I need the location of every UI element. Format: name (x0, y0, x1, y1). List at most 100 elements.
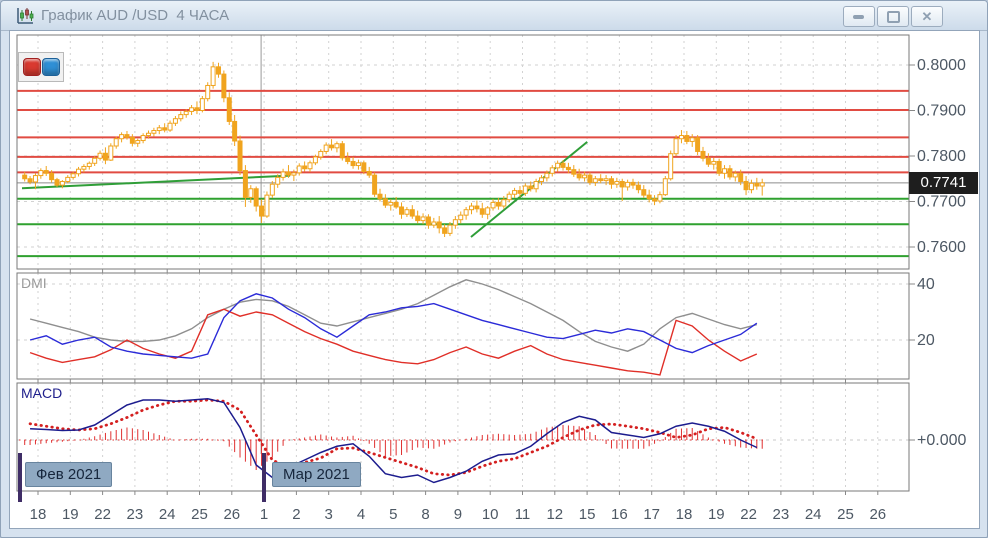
candle-body (393, 201, 399, 208)
macd-signal-line (28, 398, 759, 477)
candle-body (172, 118, 178, 124)
candle-body (329, 144, 335, 149)
candle-body (269, 183, 275, 196)
price-axis-label: 0.7900 (917, 103, 966, 120)
candle-body (156, 127, 162, 132)
candle-body (399, 206, 405, 215)
candle-body (485, 207, 491, 215)
candle-body (167, 122, 173, 131)
date-axis-label: 22 (94, 506, 111, 523)
candle-body (705, 157, 711, 165)
macd-axis-label: +0.000 (917, 432, 966, 449)
candle-body (355, 162, 361, 167)
candle-body (81, 165, 87, 170)
candle-body (420, 216, 426, 222)
dmi-axis-label: 20 (917, 332, 935, 349)
date-axis-label: 25 (191, 506, 208, 523)
maximize-icon (878, 7, 908, 26)
macd-line (30, 397, 758, 484)
red-marker-button[interactable] (23, 58, 41, 76)
candle-body (560, 162, 566, 168)
month-label-march: Мар 2021 (272, 462, 361, 487)
candle-body (598, 178, 604, 182)
close-icon: ✕ (921, 9, 933, 24)
candle-body (49, 172, 55, 181)
candle-body (146, 132, 152, 137)
date-axis-label: 10 (482, 506, 499, 523)
date-axis-label: 15 (579, 506, 596, 523)
candle-body (447, 224, 453, 234)
candle-body (248, 188, 254, 198)
title-bar[interactable]: График AUD /USD 4 ЧАСА ✕ (1, 1, 987, 31)
price-axis-label: 0.7600 (917, 239, 966, 256)
candle-body (722, 168, 728, 174)
candle-body (625, 181, 631, 188)
blue-marker-button[interactable] (42, 58, 60, 76)
candle-body (226, 97, 232, 122)
candle-body (102, 152, 108, 161)
price-axis-label: 0.8000 (917, 57, 966, 74)
candle-body (716, 160, 722, 174)
candle-body (528, 185, 534, 190)
candle-body (571, 169, 577, 175)
candle-body (544, 172, 550, 179)
candle-body (463, 209, 469, 216)
candle-body (65, 176, 71, 182)
candle-body (673, 138, 679, 155)
candle-body (608, 178, 614, 185)
date-axis-label: 26 (869, 506, 886, 523)
candle-body (70, 173, 76, 178)
candle-body (727, 168, 733, 178)
candle-body (97, 152, 103, 159)
candle-body (366, 170, 372, 176)
date-axis-label: 2 (292, 506, 300, 523)
candle-body (549, 167, 555, 174)
candle-body (522, 185, 528, 194)
candle-body (350, 160, 356, 167)
candle-body (285, 171, 291, 176)
candle-body (194, 107, 200, 111)
minimize-button[interactable] (843, 6, 875, 27)
candle-body (135, 140, 141, 144)
pane-background (17, 35, 909, 269)
candle-body (630, 181, 636, 186)
candle-body (377, 193, 383, 200)
candle-body (221, 73, 227, 99)
date-axis-label: 26 (223, 506, 240, 523)
candle-body (59, 180, 65, 186)
candle-body (748, 182, 754, 191)
candle-body (700, 150, 706, 159)
close-button[interactable]: ✕ (911, 6, 943, 27)
candle-body (754, 182, 760, 187)
candle-body (759, 182, 765, 187)
candle-body (474, 205, 480, 210)
date-axis-label: 19 (708, 506, 725, 523)
candle-body (162, 127, 168, 131)
candle-body (232, 120, 238, 142)
maximize-button[interactable] (877, 6, 909, 27)
candle-body (582, 174, 588, 179)
candle-body (425, 216, 431, 226)
dmi-pane-label: DMI (21, 275, 47, 291)
candle-body (334, 143, 340, 149)
candle-body (512, 190, 518, 195)
candle-body (275, 176, 281, 185)
candle-body (689, 137, 695, 142)
candle-body (436, 221, 442, 229)
candle-body (264, 194, 270, 217)
date-axis-label: 17 (643, 506, 660, 523)
candle-body (205, 84, 211, 100)
candle-body (291, 172, 297, 176)
candle-body (409, 209, 415, 217)
candle-body (318, 150, 324, 158)
date-axis-label: 25 (837, 506, 854, 523)
trendline (470, 141, 588, 238)
date-axis-label: 5 (389, 506, 397, 523)
candle-body (54, 179, 60, 186)
candle-body (576, 173, 582, 179)
february-marker-line (18, 453, 22, 502)
candle-body (124, 134, 130, 138)
pane-border (16, 382, 910, 492)
